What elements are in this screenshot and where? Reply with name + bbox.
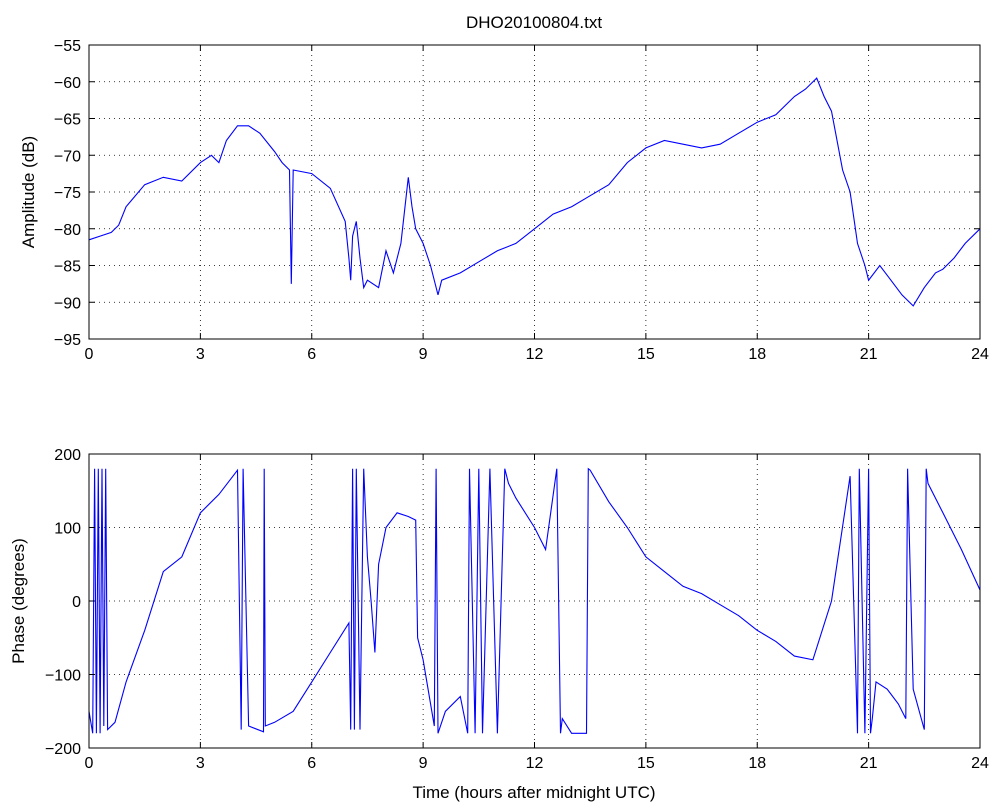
x-tick-label: 18 [748,346,766,363]
y-tick-label: −95 [54,332,81,349]
chart-title: DHO20100804.txt [466,13,602,32]
y-tick-label: −65 [54,112,81,129]
x-tick-label: 18 [748,755,766,772]
y-tick-label: −60 [54,75,81,92]
y-tick-label: −200 [45,741,81,758]
x-tick-label: 9 [419,346,428,363]
x-tick-label: 12 [526,346,544,363]
y-tick-label: −55 [54,38,81,55]
x-tick-label: 24 [971,755,989,772]
amplitude-y-axis-label: Amplitude (dB) [19,136,38,248]
series-line [88,77,981,307]
y-tick-label: 100 [54,521,81,538]
x-tick-label: 21 [860,755,878,772]
y-tick-label: −70 [54,148,81,165]
x-tick-label: 24 [971,346,989,363]
x-tick-label: 0 [85,755,94,772]
y-tick-label: 200 [54,447,81,464]
y-tick-label: −100 [45,668,81,685]
x-tick-label: 3 [196,755,205,772]
x-tick-label: 12 [526,755,544,772]
y-tick-label: −90 [54,295,81,312]
phase-y-axis-label: Phase (degrees) [9,538,28,664]
x-tick-label: 6 [307,346,316,363]
x-tick-label: 9 [419,755,428,772]
x-tick-label: 15 [637,755,655,772]
y-tick-label: −85 [54,259,81,276]
x-tick-label: 3 [196,346,205,363]
phase-plot: 0 3 6 9 12 15 18 21 24 200 100 0 −100 −200 [45,447,989,772]
y-tick-label: −75 [54,185,81,202]
x-tick-label: 0 [85,346,94,363]
amplitude-plot: 0 3 6 9 12 15 18 21 24 −55 −60 −65 −70 −75 −80 −85 −90 −9… [54,38,989,363]
series-line [88,467,981,734]
x-axis-label: Time (hours after midnight UTC) [412,783,655,802]
y-tick-label: −80 [54,222,81,239]
x-tick-label: 15 [637,346,655,363]
x-tick-label: 21 [860,346,878,363]
y-tick-label: 0 [72,594,81,611]
x-tick-label: 6 [307,755,316,772]
